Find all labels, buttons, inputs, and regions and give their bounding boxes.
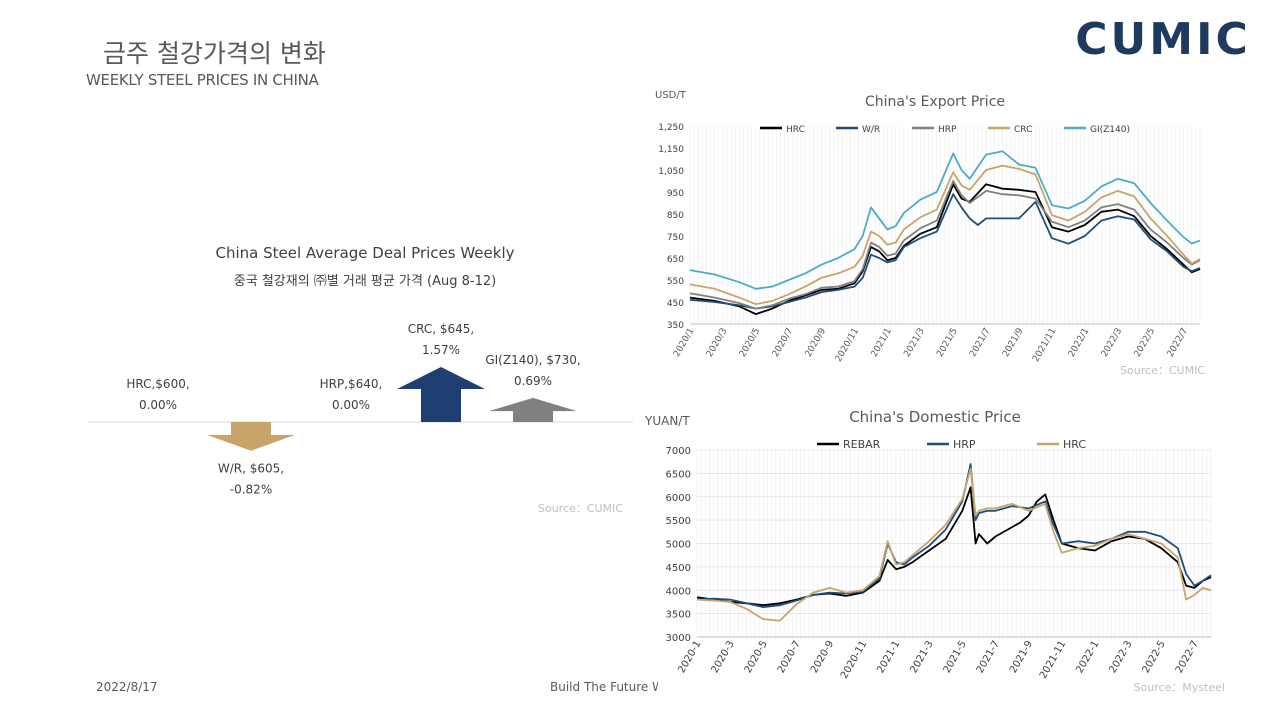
data-label: W/R, $605, xyxy=(218,462,284,476)
x-tick-label: 2020-9 xyxy=(809,639,836,675)
chart-title: China's Export Price xyxy=(865,94,1005,110)
data-label: -0.82% xyxy=(230,483,272,497)
arrow-wr xyxy=(207,422,295,451)
chart-source: Source：CUMIC xyxy=(1120,364,1205,377)
x-tick-label: 2021-9 xyxy=(1008,639,1035,675)
legend-label: HRC xyxy=(1063,438,1086,451)
data-label: CRC, $645, xyxy=(408,322,474,336)
series-line-hrc xyxy=(689,183,1201,315)
x-tick-label: 2021/9 xyxy=(1001,326,1026,359)
x-tick-label: 2021-7 xyxy=(975,639,1002,675)
legend-label: HRC xyxy=(786,125,805,135)
y-tick-label: 550 xyxy=(667,277,684,287)
y-tick-label: 6000 xyxy=(666,493,691,504)
y-tick-label: 3500 xyxy=(666,610,691,621)
y-tick-label: 6500 xyxy=(666,469,691,480)
y-tick-label: 450 xyxy=(667,299,684,309)
legend-label: CRC xyxy=(1014,125,1032,135)
x-tick-label: 2021-5 xyxy=(942,639,969,675)
avg-chart-subtitle: 중국 철강재의 ㈜별 거래 평균 가격 (Aug 8-12) xyxy=(233,274,497,289)
data-label: 0.00% xyxy=(332,398,370,412)
x-tick-label: 2022/7 xyxy=(1166,327,1190,359)
x-tick-label: 2022-1 xyxy=(1074,639,1101,675)
x-tick-label: 2021/5 xyxy=(935,327,959,359)
x-tick-label: 2021/7 xyxy=(968,327,992,359)
y-tick-label: 1,250 xyxy=(658,123,684,133)
series-line-hrc xyxy=(696,467,1212,622)
x-tick-label: 2020/1 xyxy=(672,327,696,359)
avg-price-chart: HRC,$600, 0.00% W/R, $605, -0.82% HRP,$640, 0… xyxy=(88,322,633,497)
legend-label: REBAR xyxy=(843,438,881,451)
slide-date: 2022/8/17 xyxy=(96,680,158,694)
x-tick-label: 2020-11 xyxy=(839,639,869,681)
legend-label: GI(Z140) xyxy=(1090,125,1130,135)
x-tick-label: 2021-3 xyxy=(908,639,935,675)
logo-text: CUMIC xyxy=(1075,16,1250,60)
avg-chart-title: China Steel Average Deal Prices Weekly xyxy=(215,244,515,262)
series-line-giz140 xyxy=(689,150,1201,290)
series-line-crc xyxy=(689,164,1201,306)
slide-footer: Build The Future Wi xyxy=(550,680,658,694)
y-tick-label: 4000 xyxy=(666,586,691,597)
x-tick-label: 2022/3 xyxy=(1100,327,1124,359)
data-label: 0.00% xyxy=(139,398,177,412)
x-tick-label: 2021-11 xyxy=(1038,639,1068,681)
data-label: 0.69% xyxy=(514,374,552,388)
x-tick-label: 2022-5 xyxy=(1141,639,1168,675)
y-tick-label: 3000 xyxy=(666,633,691,644)
y-tick-label: 850 xyxy=(667,211,684,221)
x-tick-label: 2022/5 xyxy=(1133,326,1157,358)
avg-chart-source: Source：CUMIC xyxy=(538,502,623,515)
data-label: HRC,$600, xyxy=(126,377,189,391)
chart-title: China's Domestic Price xyxy=(849,408,1021,426)
domestic-price-chart: China's Domestic Price YUAN/T 7000 6500 6000… xyxy=(645,408,1225,694)
series-line-wr xyxy=(689,193,1201,310)
legend-label: W/R xyxy=(862,125,880,135)
arrow-crc xyxy=(397,367,485,422)
y-tick-label: 1,150 xyxy=(658,145,684,155)
y-tick-label: 350 xyxy=(667,321,684,331)
legend-label: HRP xyxy=(938,125,957,135)
x-tick-label: 2022-3 xyxy=(1107,639,1134,675)
data-label: GI(Z140), $730, xyxy=(485,353,580,367)
arrow-giz140 xyxy=(489,397,577,422)
x-tick-label: 2021-1 xyxy=(875,639,902,675)
data-label: 1.57% xyxy=(422,343,460,357)
y-tick-label: 650 xyxy=(667,255,684,265)
y-tick-label: 5500 xyxy=(666,516,691,527)
cumic-logo: CUMIC xyxy=(1075,16,1250,60)
x-tick-label: 2020-3 xyxy=(710,639,737,675)
x-tick-label: 2022-7 xyxy=(1174,639,1201,675)
x-tick-label: 2020-5 xyxy=(743,639,770,675)
page-title: 금주 철강가격의 변화 xyxy=(103,39,326,68)
data-label: HRP,$640, xyxy=(320,377,383,391)
x-tick-label: 2021/1 xyxy=(870,327,894,359)
y-axis-label: YUAN/T xyxy=(645,414,690,428)
y-tick-label: 750 xyxy=(667,233,684,243)
x-tick-label: 2020/11 xyxy=(834,327,861,364)
y-tick-label: 1,050 xyxy=(658,167,684,177)
page-subtitle: WEEKLY STEEL PRICES IN CHINA xyxy=(86,71,319,89)
x-tick-label: 2021/3 xyxy=(902,327,926,359)
y-tick-label: 7000 xyxy=(666,446,691,457)
x-tick-label: 2021/11 xyxy=(1031,327,1058,364)
y-axis-label: USD/T xyxy=(655,90,687,101)
export-price-chart: China's Export Price USD/T 1,250 1,150 1,050… xyxy=(655,90,1205,377)
x-tick-label: 2020/7 xyxy=(771,327,795,359)
x-tick-label: 2020/9 xyxy=(804,326,829,359)
x-tick-label: 2020-7 xyxy=(776,639,803,675)
y-tick-label: 950 xyxy=(667,189,684,199)
x-tick-label: 2020/5 xyxy=(738,327,762,359)
series-line-hrp xyxy=(689,180,1201,310)
y-tick-label: 4500 xyxy=(666,563,691,574)
x-tick-label: 2022/1 xyxy=(1067,327,1091,359)
y-tick-label: 5000 xyxy=(666,540,691,551)
x-tick-label: 2020-1 xyxy=(676,639,703,675)
chart-source: Source：Mysteel xyxy=(1134,681,1225,694)
legend-label: HRP xyxy=(953,438,976,451)
x-tick-label: 2020/3 xyxy=(705,327,729,359)
